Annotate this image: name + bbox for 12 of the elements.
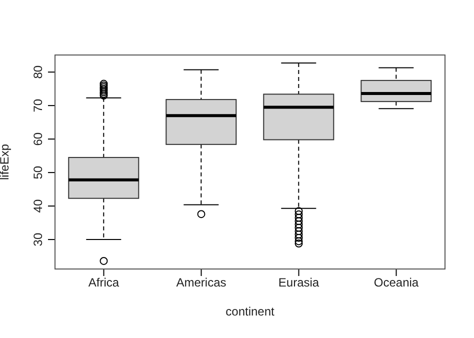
y-tick-label: 80 — [31, 65, 45, 79]
x-tick-label: Oceania — [374, 276, 419, 290]
x-tick-label: Americas — [176, 276, 226, 290]
y-axis-title: lifeExp — [0, 144, 12, 180]
y-tick-label: 60 — [31, 132, 45, 146]
y-tick-label: 40 — [31, 199, 45, 213]
y-tick-label: 50 — [31, 166, 45, 180]
y-tick-label: 30 — [31, 232, 45, 246]
y-tick-label: 70 — [31, 98, 45, 112]
x-tick-label: Africa — [88, 276, 120, 290]
x-tick-label: Eurasia — [278, 276, 320, 290]
x-axis-title: continent — [226, 304, 276, 319]
